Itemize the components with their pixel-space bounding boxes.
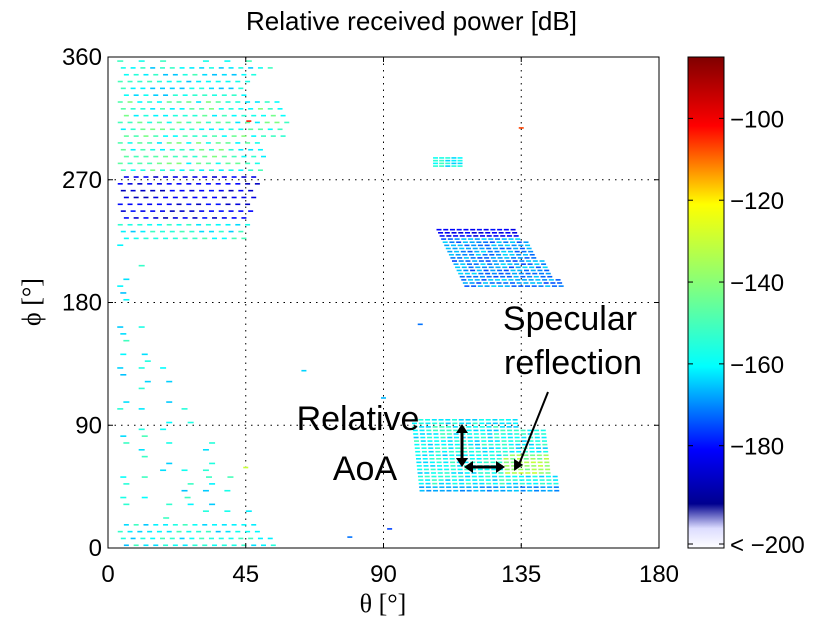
- x-axis-label: θ [°]: [360, 589, 407, 618]
- x-tick-label: 135: [501, 561, 541, 588]
- annotations: Specular reflection Relative AoA: [297, 300, 642, 488]
- colorbar-tick-label: −160: [730, 352, 784, 379]
- aoa-arrowhead: [496, 461, 505, 473]
- aoa-arrowhead: [456, 424, 468, 433]
- annotation-aoa-line2: AoA: [333, 450, 398, 488]
- x-tick-label: 0: [101, 561, 114, 588]
- x-tick-label: 45: [232, 561, 259, 588]
- y-tick-label: 270: [62, 167, 102, 194]
- aoa-arrowhead: [456, 458, 468, 467]
- annotation-aoa-line1: Relative: [297, 400, 420, 438]
- axis-ticks: 0 45 90 135 180 0 90 180 270 360: [62, 44, 679, 588]
- annotation-arrow: [517, 391, 549, 468]
- annotation-arrowhead: [514, 458, 524, 471]
- annotation-specular-line1: Specular: [503, 300, 637, 338]
- chart-title: Relative received power [dB]: [246, 6, 577, 36]
- colorbar-tick-label: −120: [730, 188, 784, 215]
- data-points: [117, 60, 564, 547]
- colorbar-tick-label: < −200: [730, 532, 805, 559]
- y-tick-label: 90: [75, 412, 102, 439]
- y-tick-label: 360: [62, 44, 102, 71]
- aoa-arrowhead: [464, 461, 473, 473]
- y-tick-label: 180: [62, 290, 102, 317]
- colorbar-tick-label: −140: [730, 270, 784, 297]
- colorbar: −100 −120 −140 −160 −180 < −200: [687, 56, 805, 559]
- colorbar-tick-label: −180: [730, 434, 784, 461]
- x-tick-label: 180: [639, 561, 679, 588]
- y-tick-label: 0: [89, 535, 102, 562]
- annotation-specular-line2: reflection: [504, 344, 642, 382]
- colorbar-gradient: [687, 56, 725, 549]
- plot-grid: [108, 57, 659, 548]
- x-tick-label: 90: [370, 561, 397, 588]
- y-axis-label: ϕ [°]: [17, 278, 46, 326]
- colorbar-tick-label: −100: [730, 106, 784, 133]
